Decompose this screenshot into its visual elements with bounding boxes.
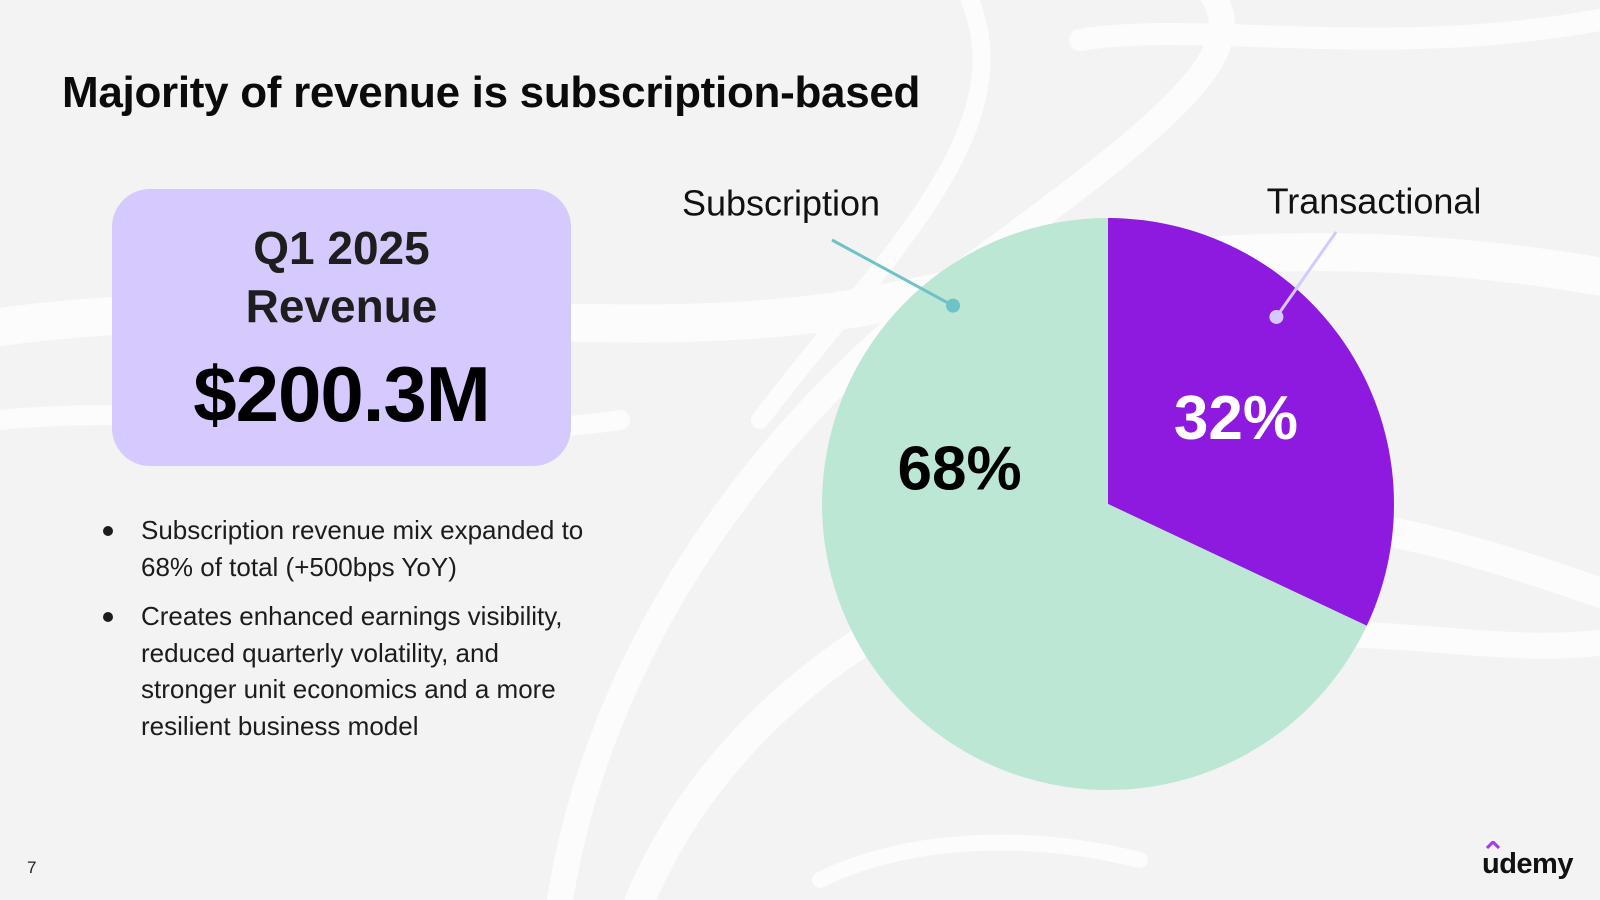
category-label-transactional: Transactional	[1267, 181, 1482, 222]
kpi-label-metric: Revenue	[245, 280, 438, 332]
leader-dot-transactional	[1269, 309, 1284, 324]
bullet-dot-icon	[103, 612, 113, 622]
bullet-text: Creates enhanced earnings visibility, re…	[141, 601, 563, 741]
leader-dot-subscription	[946, 298, 961, 313]
leader-line-subscription	[831, 238, 954, 307]
kpi-label-period: Q1 2025	[253, 222, 430, 274]
leader-line-transactional	[1275, 231, 1338, 318]
bullet-item: Subscription revenue mix expanded to 68%…	[100, 512, 600, 585]
logo-text: udemy	[1482, 848, 1573, 880]
bullet-list: Subscription revenue mix expanded to 68%…	[100, 512, 600, 757]
kpi-value: $200.3M	[193, 350, 491, 438]
bullet-text: Subscription revenue mix expanded to 68%…	[141, 515, 584, 582]
slide-title: Majority of revenue is subscription-base…	[62, 68, 921, 117]
revenue-kpi-card: Q1 2025 Revenue $200.3M	[112, 189, 571, 466]
bullet-item: Creates enhanced earnings visibility, re…	[100, 598, 600, 744]
logo-mark-icon	[1486, 841, 1500, 849]
category-label-subscription: Subscription	[682, 183, 880, 224]
kpi-label: Q1 2025 Revenue	[112, 219, 571, 335]
bullet-dot-icon	[103, 526, 113, 536]
udemy-logo: udemy	[1482, 841, 1573, 881]
pie-slice-subscription	[821, 218, 1367, 791]
data-label-subscription: 68%	[898, 435, 1022, 504]
data-label-transactional: 32%	[1174, 384, 1298, 453]
pie-slice-transactional	[1108, 218, 1394, 626]
page-number: 7	[27, 858, 37, 877]
